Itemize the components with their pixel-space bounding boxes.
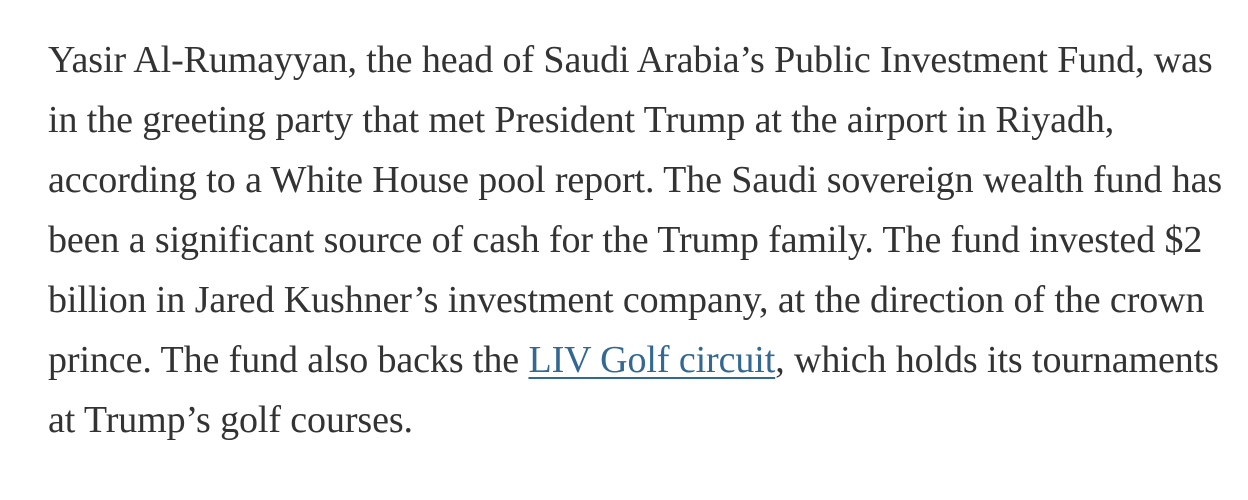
liv-golf-circuit-link[interactable]: LIV Golf circuit [528,339,776,381]
paragraph-text-before-link: Yasir Al-Rumayyan, the head of Saudi Ara… [48,39,1223,381]
article-paragraph: Yasir Al-Rumayyan, the head of Saudi Ara… [48,30,1230,450]
paragraph-text-after-link: , which holds its tournaments at Trump’s… [48,339,1219,441]
